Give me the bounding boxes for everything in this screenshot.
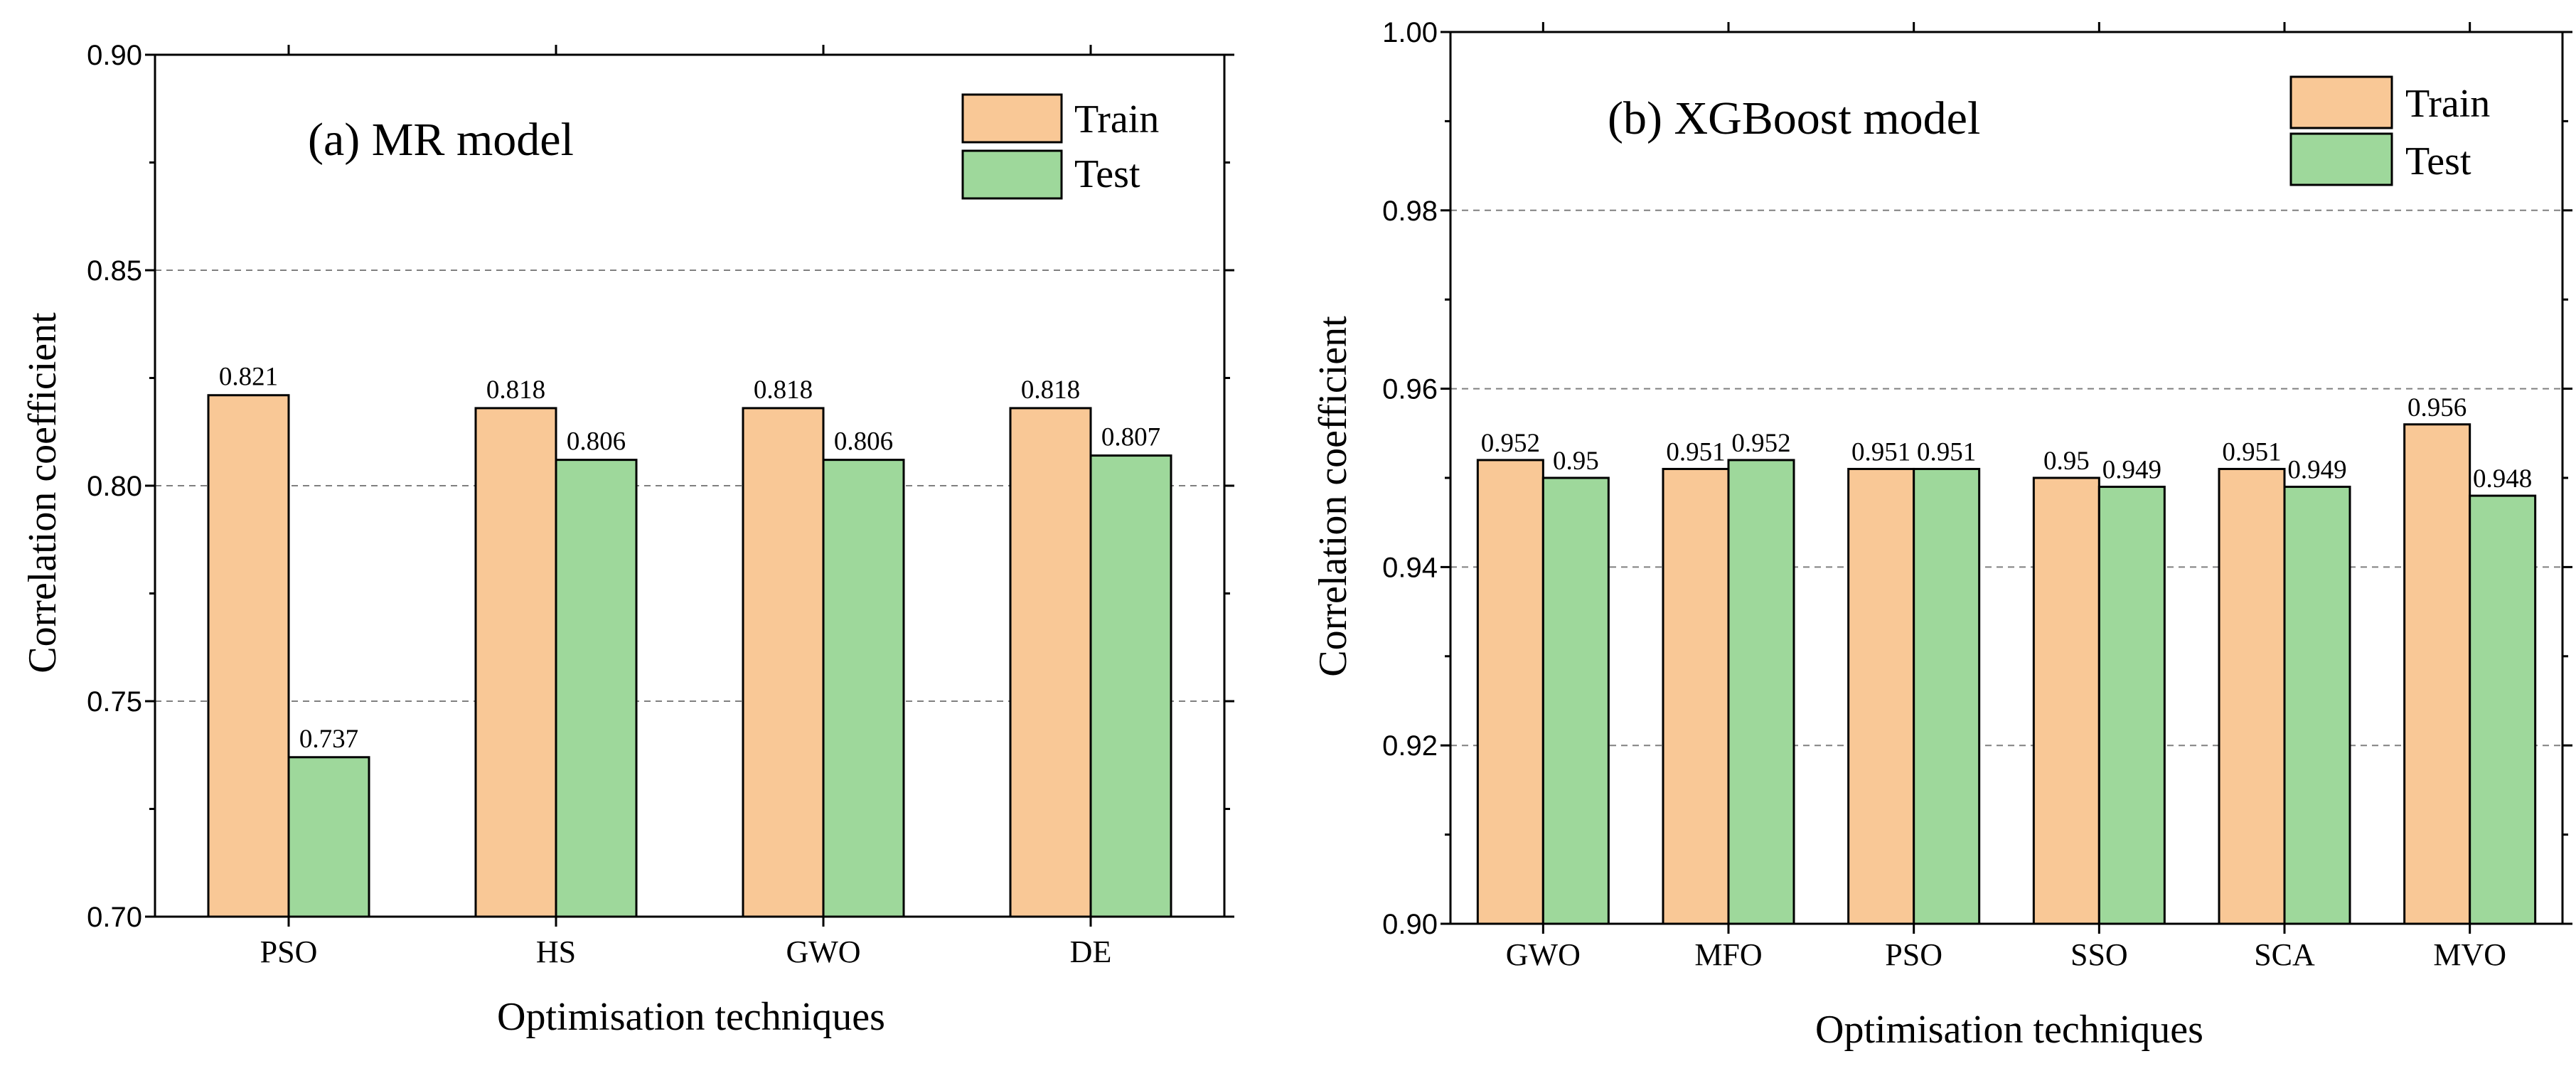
gridlines [1450, 209, 2562, 747]
legend-swatch-train [961, 93, 1063, 144]
bar-test-pso [287, 756, 370, 918]
legend-label-train: Train [1074, 97, 1159, 142]
bar-test-gwo [1541, 476, 1610, 925]
y-tick-label: 0.70 [87, 902, 142, 933]
data-labels: 0.821 0.737 0.818 0.806 0.818 0.806 0.818 0.807 [219, 363, 1160, 754]
data-label-test-mfo: 0.952 [1731, 429, 1790, 458]
x-tick-label: MFO [1694, 937, 1762, 972]
data-label-test-de: 0.807 [1101, 423, 1160, 452]
x-axis-title: Optimisation techniques [497, 995, 885, 1039]
x-tick-label: PSO [260, 934, 318, 969]
plot-frame [1449, 31, 2564, 925]
x-tick-label: SSO [2070, 937, 2128, 972]
x-tick-label: MVO [2433, 937, 2506, 972]
data-label-test-mvo: 0.948 [2473, 464, 2532, 494]
y-tick-label: 0.96 [1382, 374, 1438, 405]
plot-frame [154, 53, 1226, 918]
data-label-train-mvo: 0.956 [2407, 393, 2467, 422]
data-label-train-mfo: 0.951 [1666, 437, 1725, 467]
data-label-test-sca: 0.949 [2287, 456, 2346, 485]
bar-train-de [1009, 407, 1092, 918]
bar-test-pso [1913, 467, 1981, 925]
data-label-test-sso: 0.949 [2102, 456, 2161, 485]
y-axis-title: Correlation coefficient [21, 312, 65, 673]
x-tick-label: SCA [2254, 937, 2315, 972]
y-tick-label: 0.90 [87, 40, 142, 71]
bar-train-sca [2218, 467, 2286, 925]
chart-panel-mr-model: 0.821 0.737 0.818 0.806 0.818 0.806 0.818 0.807… [21, 40, 1234, 1039]
data-label-train-sso: 0.95 [2043, 447, 2090, 476]
bar-test-hs [555, 459, 638, 918]
x-tick-label: PSO [1885, 937, 1942, 972]
bar-train-pso [1847, 467, 1915, 925]
legend-label-test: Test [2405, 139, 2471, 183]
data-label-test-gwo: 0.806 [834, 427, 893, 457]
y-tick-label: 0.80 [87, 471, 142, 502]
y-tick-label: 0.94 [1382, 552, 1438, 583]
legend-swatch-test [961, 149, 1063, 200]
bars [207, 394, 1172, 918]
bar-train-gwo [1476, 459, 1544, 925]
y-tick-label: 0.85 [87, 255, 142, 287]
x-tick-label: GWO [1506, 937, 1581, 972]
bar-test-sso [2097, 486, 2166, 925]
data-label-test-pso: 0.737 [299, 725, 358, 754]
bar-train-sso [2032, 476, 2100, 925]
bar-test-mvo [2469, 494, 2537, 925]
panel-title: (a) MR model [308, 114, 574, 166]
legend: Train Test [2289, 75, 2490, 186]
panel-title: (b) XGBoost model [1608, 92, 1980, 144]
axes: 0.70 0.75 0.80 0.85 0.90 PSO HS GWO DE [87, 40, 1234, 969]
data-label-train-sca: 0.951 [2222, 437, 2281, 467]
data-label-test-gwo: 0.95 [1553, 447, 1599, 476]
bar-train-gwo [742, 407, 825, 918]
y-tick-label: 1.00 [1382, 17, 1438, 48]
y-tick-label: 0.90 [1382, 909, 1438, 940]
y-tick-label: 0.92 [1382, 730, 1438, 762]
y-tick-label: 0.98 [1382, 196, 1438, 227]
x-tick-label: GWO [786, 934, 860, 969]
legend: Train Test [961, 93, 1159, 200]
data-label-train-gwo: 0.818 [754, 375, 813, 405]
legend-swatch-test [2289, 132, 2393, 186]
x-axis-title: Optimisation techniques [1815, 1008, 2203, 1052]
legend-swatch-train [2289, 75, 2393, 129]
bar-test-mfo [1727, 459, 1795, 925]
bar-test-de [1089, 454, 1172, 918]
data-label-train-pso: 0.821 [219, 363, 278, 392]
y-axis-title: Correlation coefficient [1311, 316, 1355, 677]
data-label-test-pso: 0.951 [1917, 437, 1976, 467]
data-label-train-pso: 0.951 [1851, 437, 1910, 467]
data-label-train-gwo: 0.952 [1481, 429, 1540, 458]
legend-label-train: Train [2405, 82, 2490, 126]
axes: 0.90 0.92 0.94 0.96 0.98 1.00 GWO MFO PSO SSO SCA M… [1382, 17, 2572, 972]
legend-label-test: Test [1074, 152, 1140, 196]
data-label-train-de: 0.818 [1021, 375, 1080, 405]
bar-train-mfo [1662, 467, 1730, 925]
bar-train-mvo [2403, 423, 2471, 925]
x-tick-label: HS [536, 934, 576, 969]
bar-test-gwo [822, 459, 905, 918]
bar-train-hs [474, 407, 557, 918]
bar-test-sca [2283, 486, 2351, 925]
data-label-test-hs: 0.806 [567, 427, 626, 457]
data-label-train-hs: 0.818 [486, 375, 545, 405]
y-tick-label: 0.75 [87, 686, 142, 718]
x-tick-label: DE [1070, 934, 1112, 969]
bar-train-pso [207, 394, 290, 918]
